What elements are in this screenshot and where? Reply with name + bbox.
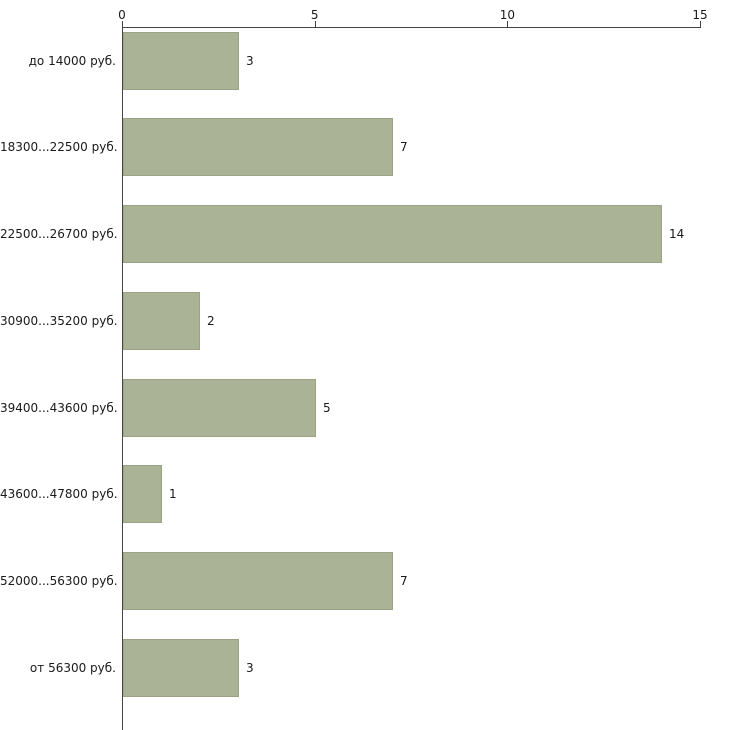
- bar: [123, 205, 662, 263]
- category-label: 43600...47800 руб.: [0, 487, 118, 502]
- value-label: 2: [207, 313, 215, 328]
- value-label: 5: [323, 400, 331, 415]
- value-label: 3: [246, 53, 254, 68]
- x-axis-tick-label: 10: [499, 8, 515, 22]
- x-axis-tick-label: 0: [118, 8, 126, 22]
- category-label: 18300...22500 руб.: [0, 140, 118, 155]
- bar: [123, 378, 316, 437]
- bar: [123, 31, 239, 90]
- value-label: 14: [669, 227, 685, 241]
- x-axis-line: [122, 27, 701, 28]
- category-label: 30900...35200 руб.: [0, 313, 118, 328]
- category-label: 39400...43600 руб.: [0, 400, 118, 415]
- value-label: 7: [400, 140, 408, 155]
- value-label: 7: [400, 574, 408, 588]
- x-axis-tick: [314, 21, 316, 27]
- value-label: 3: [246, 660, 254, 675]
- category-label: 52000...56300 руб.: [0, 574, 118, 588]
- bar: [123, 638, 239, 697]
- bar: [123, 552, 393, 610]
- category-label: до 14000 руб.: [28, 53, 116, 68]
- category-label: 22500...26700 руб.: [0, 227, 118, 241]
- bar: [123, 118, 393, 177]
- value-label: 1: [169, 487, 177, 502]
- bar: [123, 465, 162, 524]
- x-axis-tick: [507, 21, 509, 27]
- x-axis-tick-label: 15: [692, 8, 708, 22]
- y-axis-line: [122, 27, 123, 730]
- x-axis-tick-label: 5: [310, 8, 319, 22]
- x-axis-tick: [700, 21, 701, 27]
- category-label: от 56300 руб.: [29, 660, 116, 675]
- bar: [123, 291, 200, 350]
- x-axis-tick: [122, 21, 123, 27]
